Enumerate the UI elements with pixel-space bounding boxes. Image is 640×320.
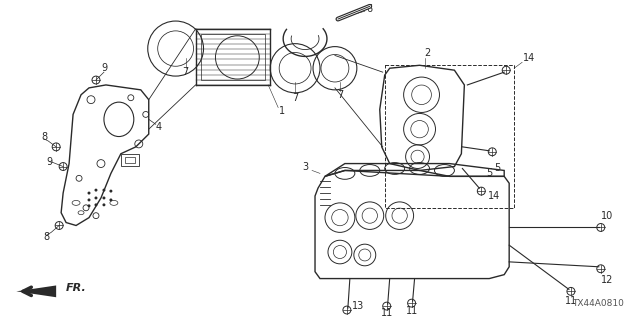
Text: 9: 9 [101,63,107,73]
Text: 7: 7 [182,67,189,77]
Text: 9: 9 [46,156,52,167]
Text: 14: 14 [488,191,500,201]
Text: 2: 2 [424,47,431,58]
Circle shape [95,204,97,206]
Text: 7: 7 [337,90,343,100]
Circle shape [102,188,106,192]
Text: 12: 12 [600,275,613,284]
Text: 5: 5 [494,164,500,173]
Circle shape [109,198,113,201]
Text: FR.: FR. [66,284,87,293]
Circle shape [95,188,97,192]
Bar [125,157,135,163]
Text: 5: 5 [486,168,492,178]
Text: 10: 10 [600,211,613,221]
Circle shape [88,204,90,207]
Circle shape [109,190,113,193]
Text: 14: 14 [523,53,535,63]
Text: 1: 1 [279,107,285,116]
Circle shape [102,196,106,199]
Text: 4: 4 [156,122,162,132]
Text: 8: 8 [41,132,47,142]
Circle shape [88,192,90,195]
Text: 3: 3 [302,162,308,172]
Text: TX44A0810: TX44A0810 [572,299,623,308]
Circle shape [95,196,97,199]
Text: 13: 13 [352,301,364,311]
Bar [200,34,265,80]
Circle shape [88,198,90,201]
Bar [121,154,139,165]
Text: 6: 6 [367,4,373,14]
Text: 7: 7 [292,93,298,103]
Text: 11: 11 [381,308,393,318]
Circle shape [102,204,106,206]
Text: 8: 8 [43,232,49,242]
Bar [385,65,514,208]
Text: 11: 11 [406,306,418,316]
Text: 11: 11 [564,296,577,306]
Polygon shape [17,285,56,297]
